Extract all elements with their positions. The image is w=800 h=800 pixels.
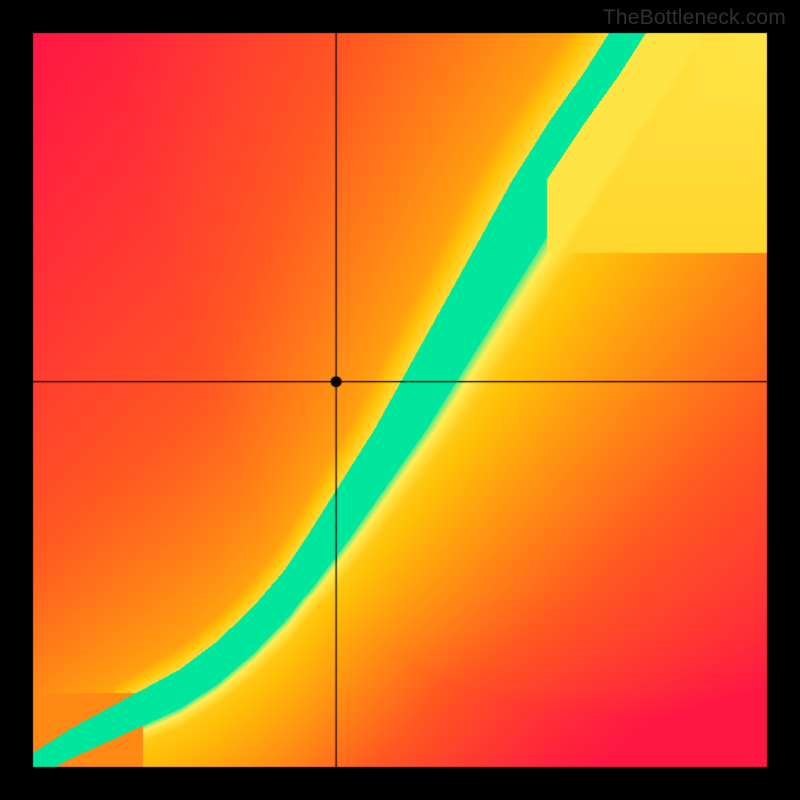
watermark-text: TheBottleneck.com bbox=[603, 6, 786, 30]
bottleneck-heatmap-canvas bbox=[0, 0, 800, 800]
chart-container: TheBottleneck.com bbox=[0, 0, 800, 800]
